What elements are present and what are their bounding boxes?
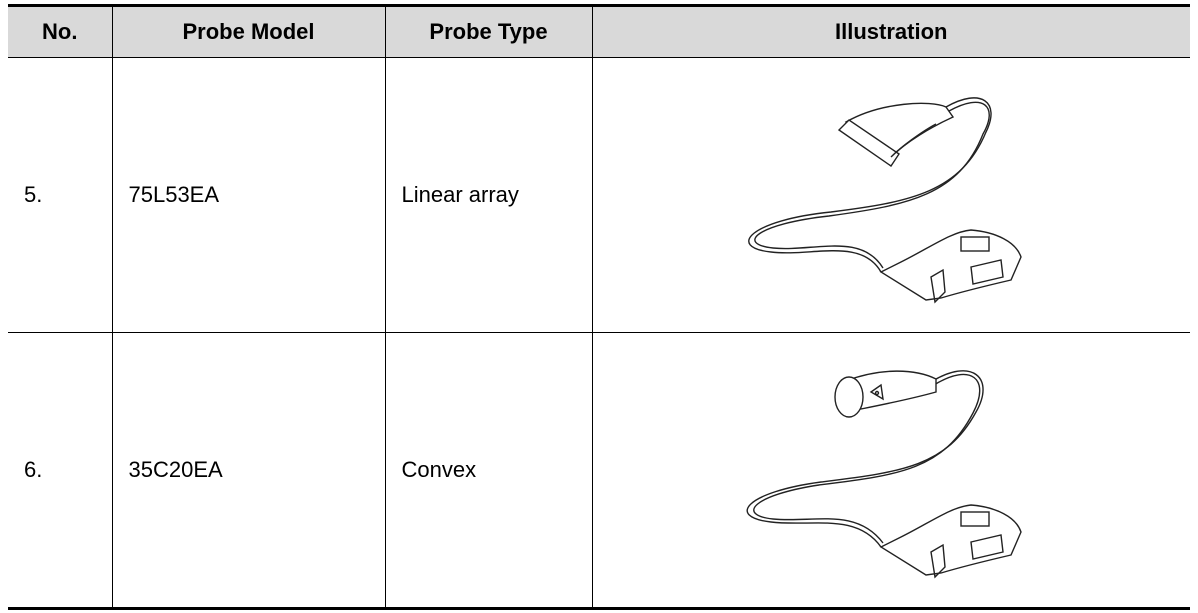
cell: Convex — [384, 332, 593, 610]
convex-probe-illustration — [746, 370, 1022, 579]
cell: 6. — [8, 332, 113, 610]
header-row: No. Probe Model Probe Type Illustration — [8, 4, 1190, 58]
header-cell: Probe Type — [384, 4, 593, 58]
linear-probe-illustration — [748, 97, 1022, 304]
probe-table: No. Probe Model Probe Type Illustration … — [8, 4, 1190, 610]
illustration-cell — [591, 57, 1190, 333]
cell: Linear array — [384, 57, 593, 333]
illustration-cell — [591, 332, 1190, 610]
header-cell: Illustration — [591, 4, 1190, 58]
cell: 5. — [8, 57, 113, 333]
row: 5. 75L53EA Linear array — [8, 57, 1190, 333]
row: 6. 35C20EA Convex — [8, 332, 1190, 610]
header-cell: No. — [8, 4, 113, 58]
cell: 35C20EA — [111, 332, 386, 610]
cell: 75L53EA — [111, 57, 386, 333]
header-cell: Probe Model — [111, 4, 386, 58]
